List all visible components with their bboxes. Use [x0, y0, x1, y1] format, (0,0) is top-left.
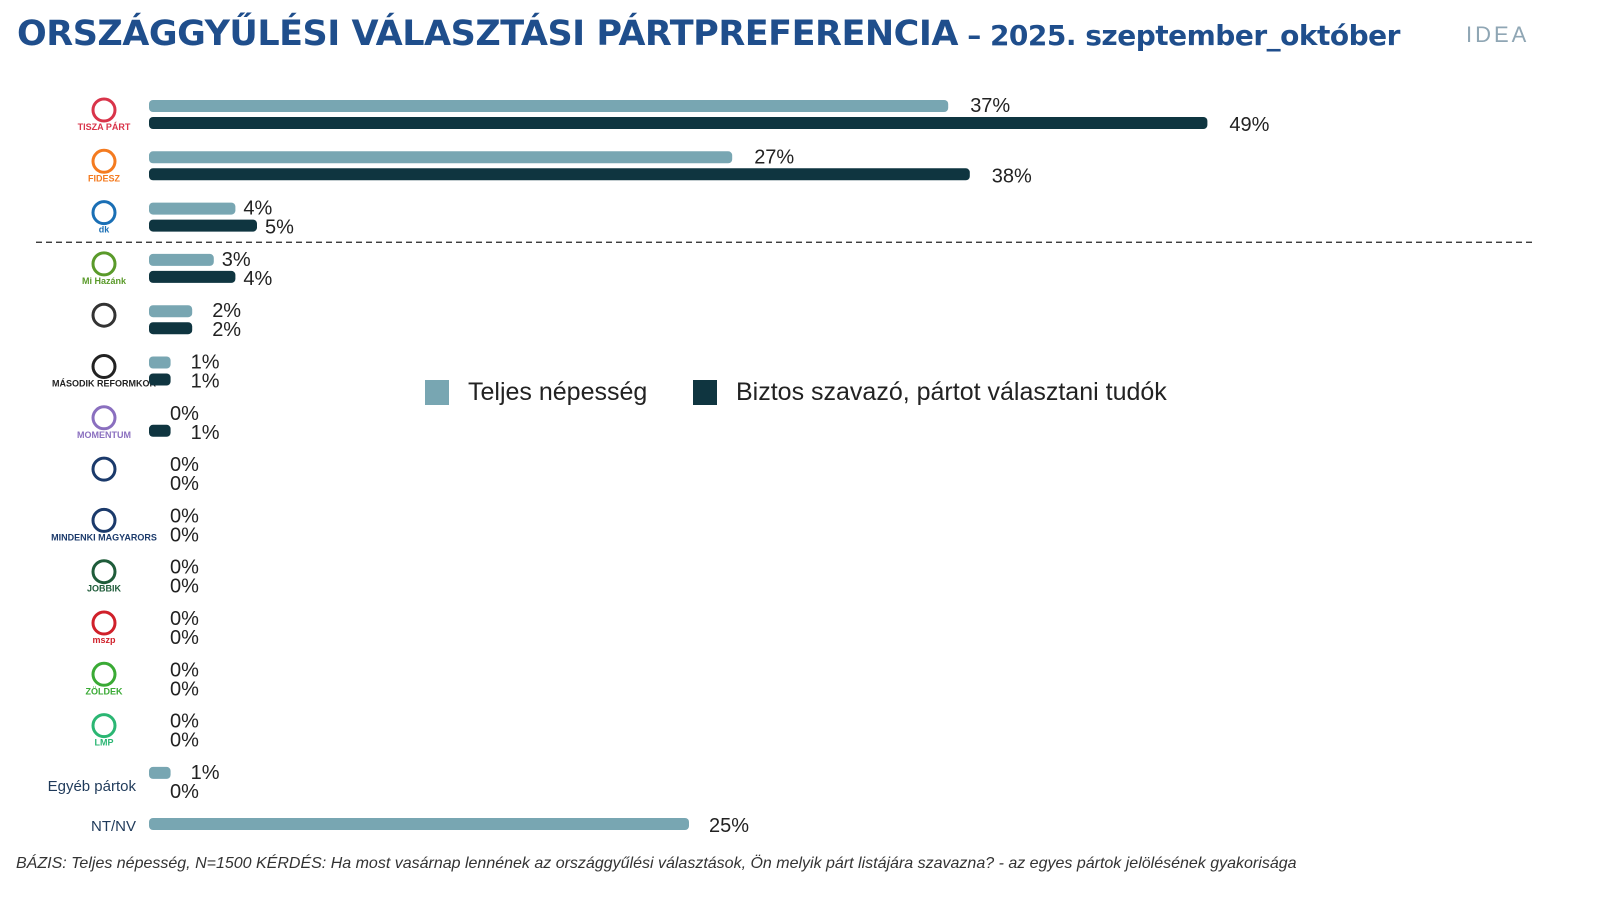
chart-title: ORSZÁGGYŰLÉSI VÁLASZTÁSI PÁRTPREFERENCIA…: [17, 14, 1400, 54]
data-label: 0%: [170, 781, 199, 803]
party-logo-icon: [91, 302, 117, 328]
bar-teljes: [149, 356, 171, 369]
party-logo-icon: [91, 200, 117, 226]
data-label: 5%: [265, 217, 294, 239]
data-label: 0%: [170, 730, 199, 752]
data-label: 2%: [212, 319, 241, 341]
data-label: 0%: [170, 473, 199, 495]
title-subtitle: – 2025. szeptember_október: [957, 19, 1400, 52]
data-label: 38%: [992, 165, 1032, 187]
party-logo-text: MOMENTUM: [77, 430, 131, 440]
party-logo-text: ZÖLDEK: [86, 686, 123, 696]
party-logo-text: TISZA PÁRT: [78, 122, 131, 132]
party-logo-text: JOBBIK: [87, 584, 122, 594]
party-logo-icon: [91, 97, 117, 123]
party-logo-icon: [91, 148, 117, 174]
bar-biztos: [149, 424, 171, 437]
data-label: 49%: [1229, 114, 1269, 136]
data-label: 0%: [170, 524, 199, 546]
bar-teljes: [149, 305, 193, 318]
data-label: 0%: [170, 659, 199, 681]
data-label: 0%: [170, 557, 199, 579]
data-label: 0%: [170, 678, 199, 700]
data-label: 0%: [170, 627, 199, 649]
party-logo-icon: [91, 456, 117, 482]
data-label: 2%: [212, 300, 241, 322]
data-label: 1%: [191, 422, 220, 444]
data-label: 0%: [170, 576, 199, 598]
party-logo-icon: [91, 354, 117, 379]
data-label: 1%: [191, 352, 220, 374]
party-logo-icon: [91, 610, 117, 636]
bar-teljes: [149, 100, 949, 112]
data-label: 4%: [243, 268, 272, 290]
legend-swatch-teljes: [425, 380, 449, 405]
footer-note: BÁZIS: Teljes népesség, N=1500 KÉRDÉS: H…: [16, 855, 1297, 872]
data-label: 4%: [243, 198, 272, 220]
bar-biztos: [149, 117, 1208, 129]
data-label: 0%: [170, 608, 199, 630]
data-label: 1%: [191, 371, 220, 393]
data-label: 27%: [754, 146, 794, 168]
bar-biztos: [149, 219, 257, 232]
legend-label: Teljes népesség: [468, 378, 647, 406]
party-logo-text: mszp: [92, 635, 116, 645]
category-label: Egyéb pártok: [48, 778, 137, 795]
data-label: 0%: [170, 454, 199, 476]
category-label: NT/NV: [91, 818, 136, 835]
party-logo-icon: [91, 251, 117, 277]
party-logo-icon: [91, 661, 117, 687]
data-label: 25%: [709, 815, 749, 837]
idea-logo: IDEA: [1466, 22, 1530, 47]
bar-teljes: [149, 818, 689, 830]
bar-teljes: [149, 202, 236, 215]
party-logo-text: MINDENKI MAGYARORS: [51, 532, 157, 542]
party-logo-text: MÁSODIK REFORMKOR: [52, 379, 156, 389]
data-label: 37%: [970, 95, 1010, 117]
bar-biztos: [149, 322, 193, 335]
bar-teljes: [149, 253, 214, 266]
data-label: 1%: [191, 762, 220, 784]
legend-swatch-biztos: [693, 380, 717, 405]
data-label: 3%: [222, 249, 251, 271]
bar-biztos: [149, 270, 236, 283]
party-logo-text: LMP: [95, 738, 114, 748]
data-label: 0%: [170, 403, 199, 425]
data-label: 0%: [170, 711, 199, 733]
party-logo-icon: [91, 559, 117, 585]
party-logo-icon: [91, 713, 117, 739]
title-main: ORSZÁGGYŰLÉSI VÁLASZTÁSI PÁRTPREFERENCIA: [17, 14, 958, 54]
party-logo-text: dk: [99, 225, 110, 235]
data-label: 0%: [170, 505, 199, 527]
legend-label: Biztos szavazó, pártot választani tudók: [736, 378, 1167, 406]
bar-biztos: [149, 168, 970, 181]
party-logo-text: Mi Hazánk: [82, 276, 127, 286]
bar-biztos: [149, 373, 171, 386]
party-logo-icon: [91, 405, 117, 431]
party-logo-icon: [91, 507, 117, 533]
bar-teljes: [149, 766, 171, 779]
bar-teljes: [149, 151, 733, 164]
party-logo-text: FIDESZ: [88, 173, 121, 183]
